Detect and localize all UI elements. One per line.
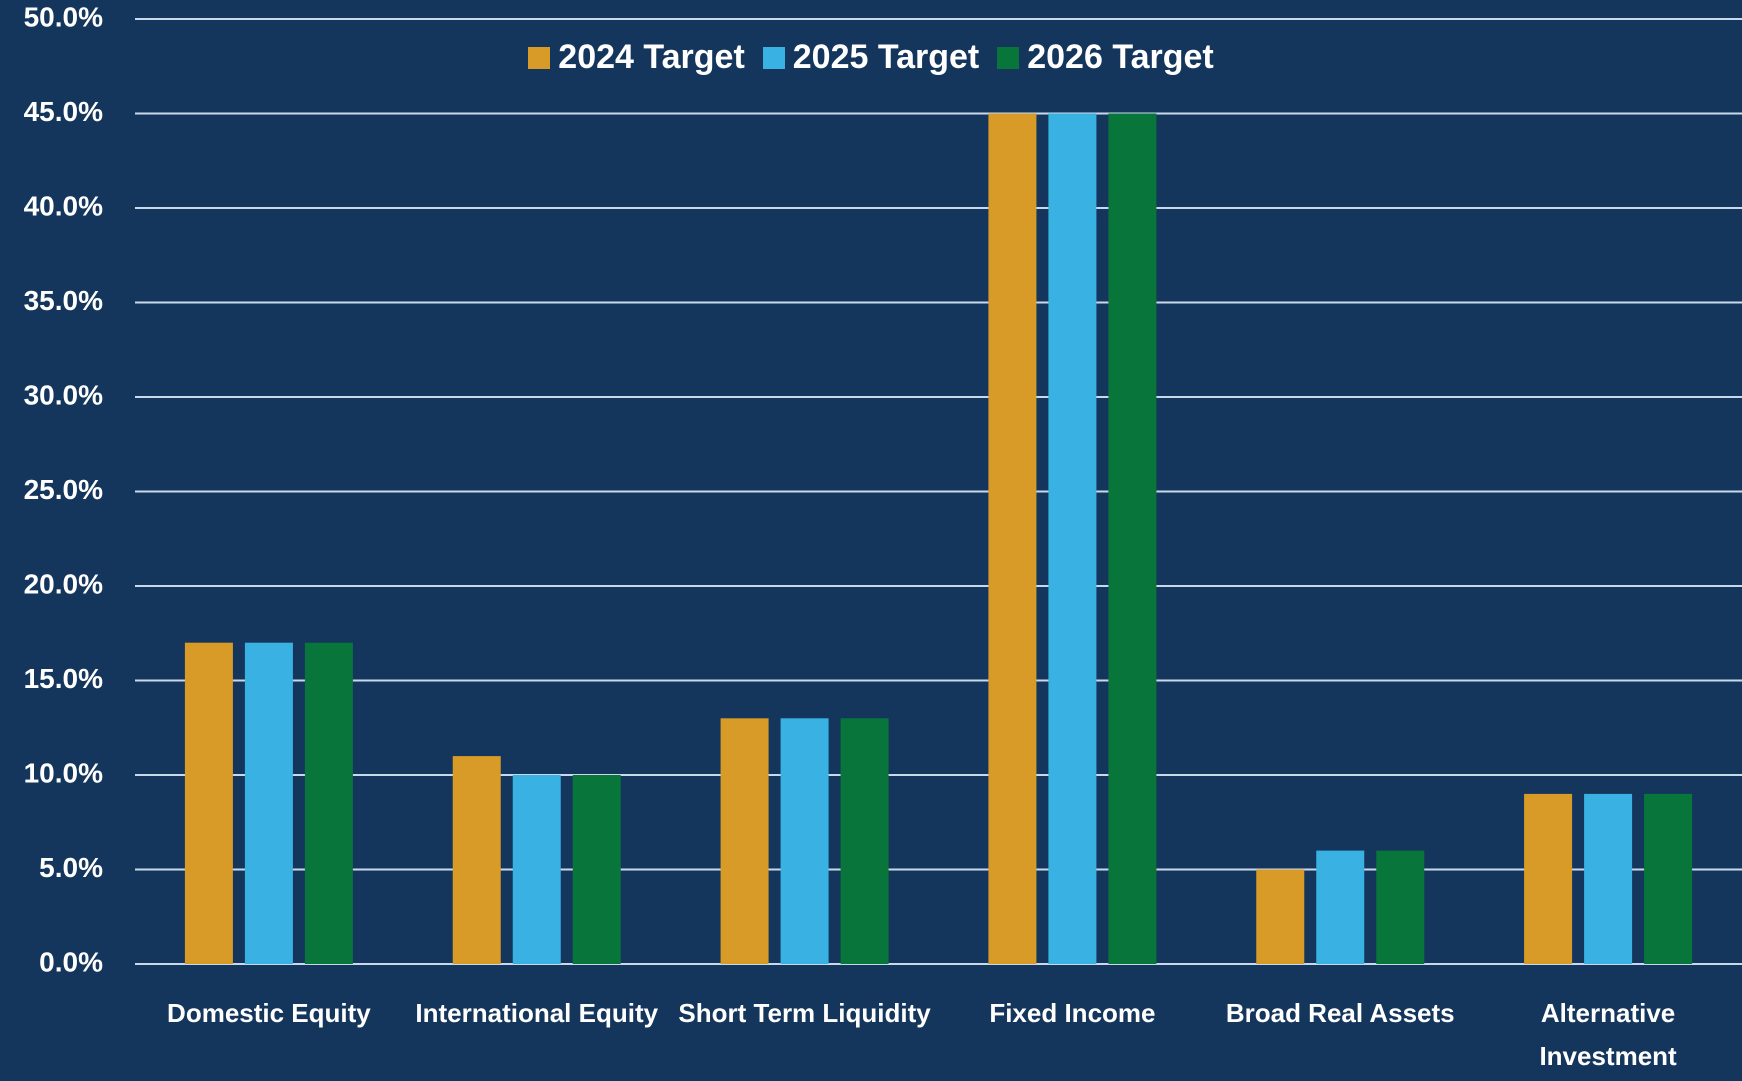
bar (572, 775, 621, 964)
y-tick-label: 30.0% (24, 379, 103, 410)
bar (988, 113, 1037, 964)
legend-item: 2024 Target (528, 38, 745, 77)
bar (720, 718, 769, 964)
legend-label: 2025 Target (792, 38, 980, 76)
y-tick-label: 35.0% (24, 285, 103, 316)
y-tick-label: 50.0% (24, 1, 103, 32)
bar (1584, 793, 1633, 964)
bar (244, 642, 293, 964)
bar (1048, 113, 1097, 964)
y-tick-label: 20.0% (24, 568, 103, 599)
x-tick-label: Fixed Income (989, 998, 1156, 1028)
y-tick-label: 45.0% (24, 96, 103, 127)
legend: 2024 Target 2025 Target 2026 Target (0, 38, 1742, 77)
legend-swatch (528, 46, 551, 69)
bar (1644, 793, 1693, 964)
x-tick-label: Domestic Equity (167, 998, 371, 1028)
x-tick-label: Alternative Investment (1539, 998, 1677, 1071)
legend-item: 2025 Target (762, 38, 980, 77)
x-tick-label: Short Term Liquidity (678, 998, 931, 1028)
bar (780, 718, 829, 964)
y-tick-label: 0.0% (39, 946, 103, 977)
bar (304, 642, 353, 964)
legend-label: 2024 Target (558, 38, 745, 76)
bar (1108, 113, 1157, 964)
bar (840, 718, 889, 964)
bar (512, 775, 561, 964)
y-tick-label: 15.0% (24, 663, 103, 694)
y-tick-label: 40.0% (24, 190, 103, 221)
bar (1256, 869, 1305, 964)
legend-swatch (762, 46, 785, 69)
y-tick-label: 25.0% (24, 474, 103, 505)
bar (452, 756, 501, 964)
legend-item: 2026 Target (997, 38, 1214, 77)
legend-swatch (997, 46, 1020, 69)
x-tick-label: International Equity (415, 998, 659, 1028)
legend-label: 2026 Target (1027, 38, 1214, 76)
y-tick-label: 5.0% (39, 852, 103, 883)
bar (184, 642, 233, 964)
y-tick-label: 10.0% (24, 757, 103, 788)
bar (1524, 793, 1573, 964)
bar (1316, 850, 1365, 964)
bar (1376, 850, 1425, 964)
x-tick-label: Broad Real Assets (1225, 998, 1455, 1028)
